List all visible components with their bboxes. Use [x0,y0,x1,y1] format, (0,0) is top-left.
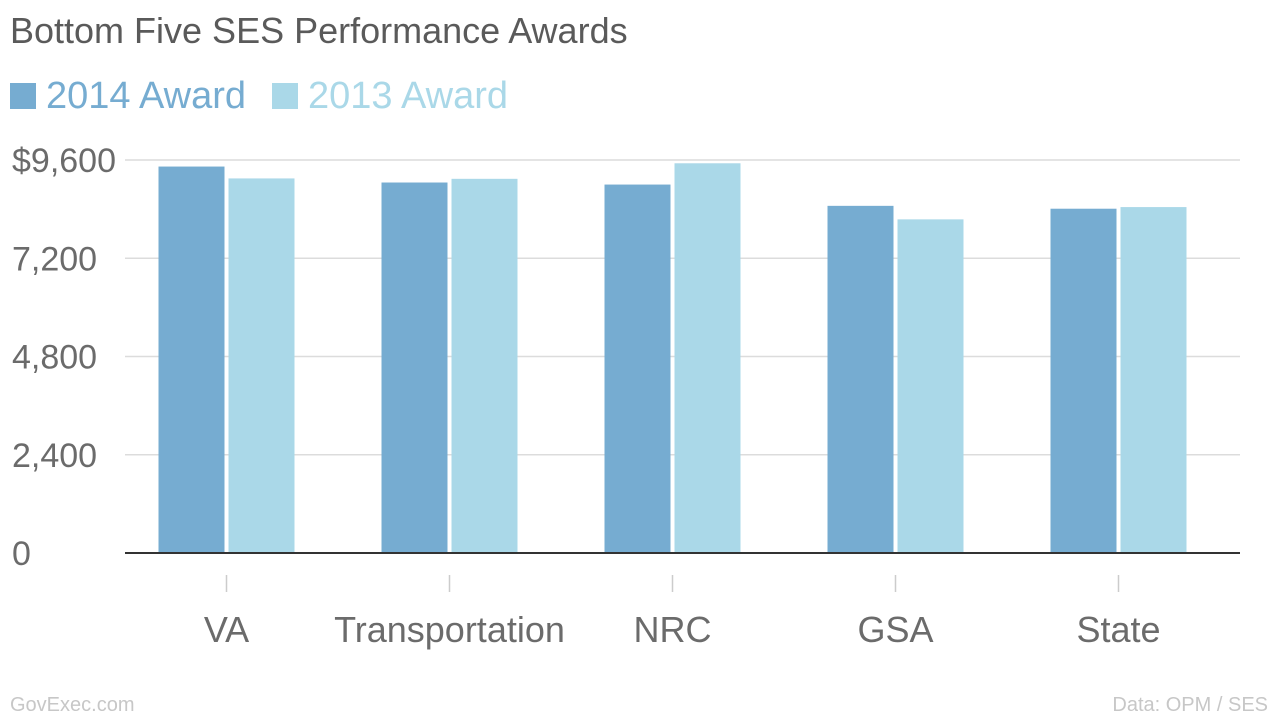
bar-va-2013 [228,178,295,553]
bar-va-2014 [158,166,225,554]
legend-swatch-2014 [10,83,36,109]
x-tick-label: GSA [857,609,933,650]
y-tick-label: 7,200 [12,240,97,278]
bar-nrc-2013 [674,163,741,553]
footer-source-left: GovExec.com [10,694,135,716]
x-tick-label: Transportation [334,609,565,650]
legend-swatch-2013 [272,83,299,109]
footer-source-right: Data: OPM / SES [1112,694,1268,716]
bar-state-2013 [1120,207,1187,553]
bar-gsa-2013 [897,219,964,553]
chart-title: Bottom Five SES Performance Awards [10,10,628,51]
bar-state-2014 [1050,208,1117,553]
y-tick-label: $9,600 [12,142,116,180]
bar-transportation-2013 [451,178,518,554]
y-tick-label: 0 [12,535,31,573]
legend-label-2014: 2014 Award [46,74,247,117]
legend-item-2013: 2013 Award [272,75,508,118]
bar-transportation-2014 [381,182,448,553]
bar-gsa-2014 [827,205,894,553]
y-tick-label: 4,800 [12,339,97,377]
x-tick-label: State [1076,609,1160,650]
legend: 2014 Award 2013 Award [10,74,534,118]
bar-nrc-2014 [604,184,671,553]
y-tick-label: 2,400 [12,437,97,475]
x-tick-label: VA [204,609,249,650]
x-tick-label: NRC [634,609,712,650]
legend-label-2013: 2013 Award [308,74,509,117]
legend-item-2014: 2014 Award [10,75,246,118]
